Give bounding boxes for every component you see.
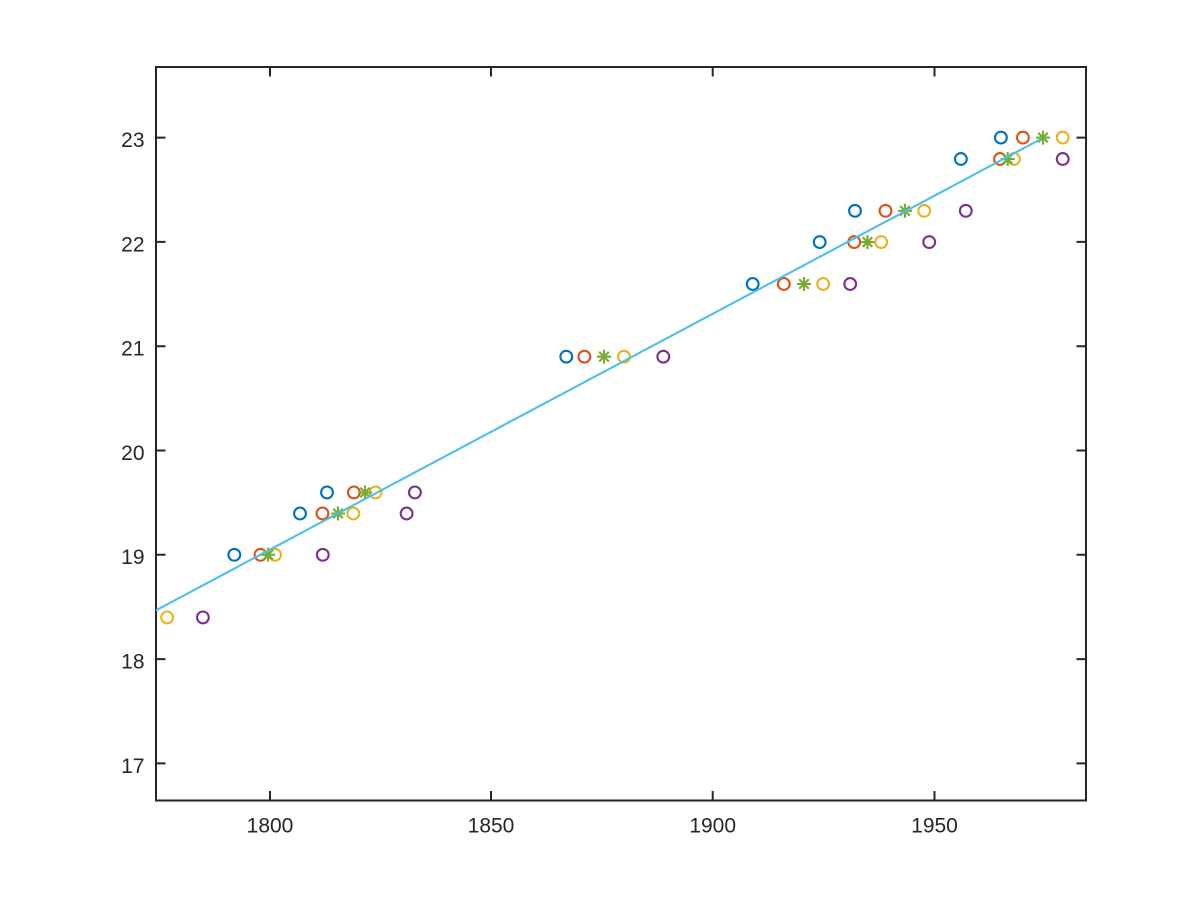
- svg-text:1950: 1950: [911, 814, 958, 837]
- svg-text:1800: 1800: [247, 814, 294, 837]
- svg-text:18: 18: [121, 651, 144, 674]
- svg-text:21: 21: [121, 338, 144, 361]
- svg-text:1850: 1850: [468, 814, 515, 837]
- svg-text:1900: 1900: [689, 814, 736, 837]
- svg-text:23: 23: [121, 129, 144, 152]
- svg-text:17: 17: [121, 755, 144, 778]
- svg-text:20: 20: [121, 442, 144, 465]
- svg-text:19: 19: [121, 546, 144, 569]
- svg-text:22: 22: [121, 233, 144, 256]
